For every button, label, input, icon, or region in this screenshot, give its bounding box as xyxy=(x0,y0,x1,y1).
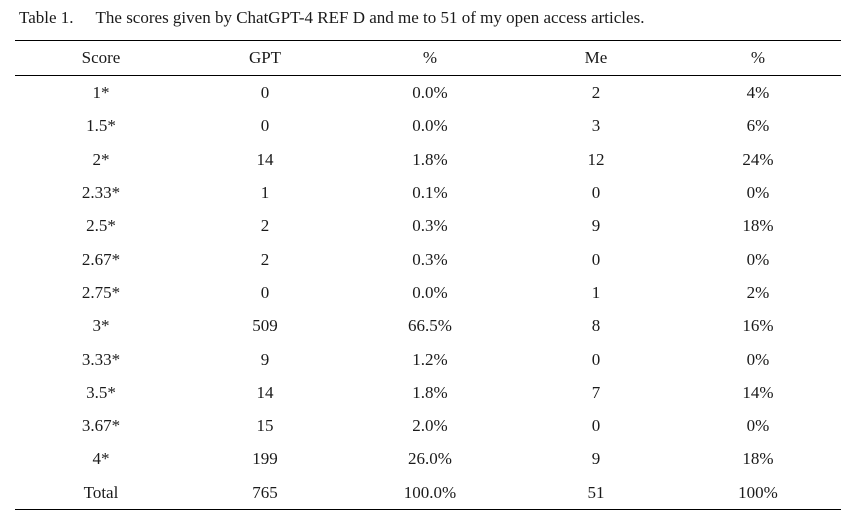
cell-gpt: 199 xyxy=(252,449,278,469)
cell-me: 2 xyxy=(591,83,601,103)
cell-gpt: 0 xyxy=(260,83,270,103)
scores-table: Score GPT % Me % 1* 0 0.0% 2 4% 1.5* 0 0.0% 3 6% 2… xyxy=(15,40,841,510)
cell-gpt-percent: 2.0% xyxy=(412,416,448,436)
header-gpt: GPT xyxy=(187,40,343,76)
cell-gpt-percent: 0.0% xyxy=(412,116,448,136)
cell-gpt: 2 xyxy=(260,249,270,269)
cell-score: 1.5* xyxy=(86,116,116,136)
cell-me: 12 xyxy=(587,149,605,169)
cell-gpt-percent: 26.0% xyxy=(408,449,452,469)
cell-score: 2.5* xyxy=(86,216,116,236)
cell-gpt-percent: 100.0% xyxy=(343,475,517,510)
cell-gpt: 15 xyxy=(256,416,274,436)
table-row: 1* 0 0.0% 2 4% xyxy=(15,76,841,110)
cell-me-percent: 6% xyxy=(746,116,770,136)
table-row: 2.67* 2 0.3% 0 0% xyxy=(15,242,841,275)
cell-me-percent: 2% xyxy=(746,282,770,302)
header-score: Score xyxy=(15,40,187,76)
cell-me: 1 xyxy=(591,282,601,302)
cell-gpt: 509 xyxy=(252,316,278,336)
table-row: 2.5* 2 0.3% 9 18% xyxy=(15,209,841,242)
table-header: Score GPT % Me % xyxy=(15,40,841,76)
cell-score: 4* xyxy=(92,449,110,469)
header-me: Me xyxy=(517,40,675,76)
cell-gpt-percent: 66.5% xyxy=(408,316,452,336)
cell-me: 0 xyxy=(591,416,601,436)
cell-gpt-percent: 0.3% xyxy=(412,249,448,269)
table-body: 1* 0 0.0% 2 4% 1.5* 0 0.0% 3 6% 2* 14 1.8% 12 24% 2.33*… xyxy=(15,76,841,510)
header-me-percent: % xyxy=(675,40,841,76)
cell-me: 7 xyxy=(591,382,601,402)
cell-gpt: 2 xyxy=(260,216,270,236)
cell-me-percent: 14% xyxy=(742,382,774,402)
table-caption: Table 1. The scores given by ChatGPT-4 RE… xyxy=(19,7,644,29)
cell-score: Total xyxy=(15,475,187,510)
cell-score: 3.33* xyxy=(81,349,121,369)
table-caption-label: Table 1. xyxy=(19,8,74,27)
cell-score: 3.67* xyxy=(81,416,121,436)
cell-gpt-percent: 0.0% xyxy=(412,282,448,302)
cell-score: 2.75* xyxy=(81,282,121,302)
cell-me: 0 xyxy=(591,249,601,269)
table-row: 2.33* 1 0.1% 0 0% xyxy=(15,176,841,209)
cell-me-percent: 0% xyxy=(746,416,770,436)
cell-gpt-percent: 1.8% xyxy=(412,382,448,402)
cell-gpt: 0 xyxy=(260,282,270,302)
cell-gpt: 765 xyxy=(187,475,343,510)
cell-gpt-percent: 1.8% xyxy=(412,149,448,169)
cell-me-percent: 16% xyxy=(742,316,774,336)
table-row: 3.5* 14 1.8% 7 14% xyxy=(15,376,841,409)
cell-me-percent: 0% xyxy=(746,183,770,203)
cell-me-percent: 18% xyxy=(742,449,774,469)
cell-me-percent: 100% xyxy=(675,475,841,510)
cell-me: 51 xyxy=(517,475,675,510)
cell-gpt-percent: 0.1% xyxy=(412,183,448,203)
cell-me-percent: 0% xyxy=(746,249,770,269)
cell-score: 2.67* xyxy=(81,249,121,269)
header-gpt-percent: % xyxy=(343,40,517,76)
cell-me: 9 xyxy=(591,216,601,236)
cell-me: 8 xyxy=(591,316,601,336)
cell-gpt: 1 xyxy=(260,183,270,203)
table-row: 3.67* 15 2.0% 0 0% xyxy=(15,409,841,442)
table-row: 3.33* 9 1.2% 0 0% xyxy=(15,342,841,375)
cell-me: 0 xyxy=(591,349,601,369)
cell-gpt: 0 xyxy=(260,116,270,136)
total-row: Total 765 100.0% 51 100% xyxy=(15,475,841,510)
table-row: 1.5* 0 0.0% 3 6% xyxy=(15,109,841,142)
table-row: 2* 14 1.8% 12 24% xyxy=(15,143,841,176)
cell-me: 9 xyxy=(591,449,601,469)
cell-gpt-percent: 0.3% xyxy=(412,216,448,236)
cell-score: 1* xyxy=(92,83,110,103)
cell-gpt: 14 xyxy=(256,149,274,169)
cell-me: 0 xyxy=(591,183,601,203)
cell-score: 2* xyxy=(92,149,110,169)
cell-score: 2.33* xyxy=(81,183,121,203)
table-row: 3* 509 66.5% 8 16% xyxy=(15,309,841,342)
cell-gpt: 9 xyxy=(260,349,270,369)
cell-me-percent: 4% xyxy=(746,83,770,103)
table-caption-text: The scores given by ChatGPT-4 REF D and … xyxy=(95,8,645,27)
cell-me: 3 xyxy=(591,116,601,136)
cell-score: 3.5* xyxy=(86,382,116,402)
header-row: Score GPT % Me % xyxy=(15,40,841,76)
cell-score: 3* xyxy=(92,316,110,336)
table-row: 2.75* 0 0.0% 1 2% xyxy=(15,276,841,309)
cell-gpt-percent: 1.2% xyxy=(412,349,448,369)
table-row: 4* 199 26.0% 9 18% xyxy=(15,442,841,475)
cell-me-percent: 18% xyxy=(742,216,774,236)
cell-me-percent: 24% xyxy=(742,149,774,169)
cell-gpt-percent: 0.0% xyxy=(412,83,448,103)
cell-me-percent: 0% xyxy=(746,349,770,369)
cell-gpt: 14 xyxy=(256,382,274,402)
